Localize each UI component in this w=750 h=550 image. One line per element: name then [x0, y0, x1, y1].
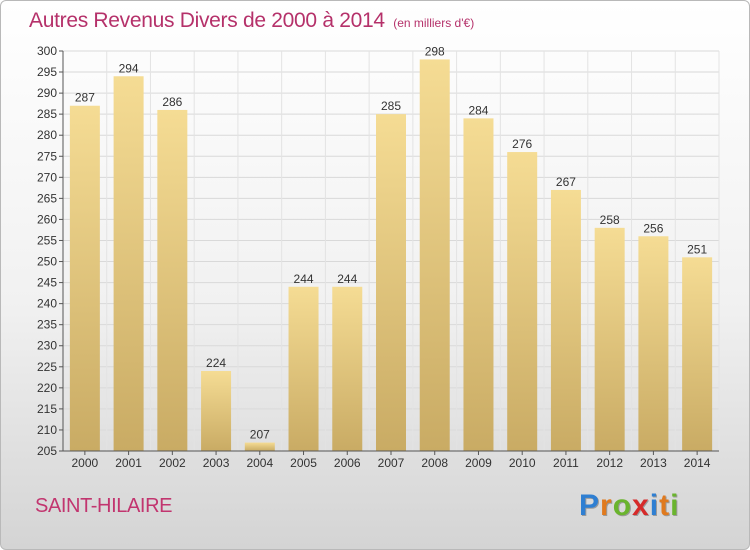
y-tick-label: 280 [37, 128, 57, 142]
x-tick-label: 2010 [509, 456, 536, 470]
y-tick-label: 215 [37, 402, 57, 416]
data-label: 224 [206, 356, 226, 370]
y-tick-label: 250 [37, 255, 57, 269]
y-tick-label: 245 [37, 276, 57, 290]
bar [69, 105, 100, 451]
x-tick-label: 2001 [115, 456, 142, 470]
data-label: 284 [468, 103, 488, 117]
bar [682, 257, 713, 451]
logo-letter: i [670, 489, 680, 522]
data-label: 276 [512, 137, 532, 151]
logo-letter: x [632, 489, 650, 522]
bar [463, 118, 494, 452]
y-tick-label: 210 [37, 423, 57, 437]
unit-note: (en milliers d'€) [393, 16, 475, 30]
x-tick-label: 2005 [290, 456, 317, 470]
y-tick-label: 295 [37, 65, 57, 79]
x-tick-label: 2002 [159, 456, 186, 470]
data-label: 244 [294, 272, 314, 286]
x-tick-label: 2004 [246, 456, 273, 470]
bar [288, 286, 319, 451]
data-label: 287 [75, 91, 95, 105]
chart-title-block: Autres Revenus Divers de 2000 à 2014 (en… [29, 9, 474, 33]
y-tick-label: 235 [37, 318, 57, 332]
logo-letter: P [579, 489, 601, 522]
y-tick-label: 225 [37, 360, 57, 374]
proxiti-logo: Proxiti [579, 489, 679, 523]
y-tick-label: 240 [37, 297, 57, 311]
x-tick-label: 2006 [334, 456, 361, 470]
logo-letter: t [659, 489, 671, 522]
bar [594, 227, 625, 451]
bars-group [69, 59, 713, 452]
bar [157, 109, 188, 452]
data-label: 251 [687, 242, 707, 256]
x-tick-label: 2009 [465, 456, 492, 470]
data-label: 286 [162, 95, 182, 109]
data-label: 294 [119, 61, 139, 75]
bar [332, 286, 363, 451]
data-label: 258 [600, 213, 620, 227]
y-tick-label: 265 [37, 191, 57, 205]
y-tick-label: 270 [37, 170, 57, 184]
x-tick-label: 2011 [553, 456, 579, 470]
logo-letter: r [600, 489, 613, 522]
bar [376, 114, 406, 451]
bar [201, 371, 232, 451]
logo-letter: o [612, 489, 633, 522]
data-label: 285 [381, 99, 401, 113]
x-tick-label: 2007 [378, 456, 405, 470]
data-label: 244 [337, 272, 357, 286]
bar [550, 189, 581, 451]
bar [244, 442, 275, 451]
y-tick-label: 300 [37, 44, 57, 58]
labels-group: 205 210 215 220 225 230 235 240 245 250 255 260 265 2… [37, 44, 711, 470]
y-tick-label: 290 [37, 86, 57, 100]
bar [638, 236, 669, 451]
data-label: 256 [643, 221, 663, 235]
y-tick-label: 220 [37, 381, 57, 395]
data-label: 207 [250, 428, 270, 442]
x-tick-label: 2012 [596, 456, 623, 470]
y-tick-label: 275 [37, 149, 57, 163]
x-tick-label: 2014 [684, 456, 711, 470]
x-tick-label: 2003 [203, 456, 230, 470]
bar [113, 76, 144, 452]
city-name: SAINT-HILAIRE [35, 495, 173, 517]
data-label: 267 [556, 175, 576, 189]
y-tick-label: 285 [37, 107, 57, 121]
y-tick-label: 255 [37, 233, 57, 247]
logo-letter: i [649, 489, 660, 522]
x-tick-label: 2000 [72, 456, 99, 470]
bar [507, 152, 538, 452]
data-label: 298 [425, 44, 445, 58]
y-tick-label: 260 [37, 212, 57, 226]
x-tick-label: 2008 [421, 456, 448, 470]
y-tick-label: 205 [37, 444, 57, 458]
chart-title: Autres Revenus Divers de 2000 à 2014 [29, 9, 385, 32]
bar [419, 59, 450, 451]
x-tick-label: 2013 [640, 456, 667, 470]
axes-group [59, 50, 719, 455]
y-tick-label: 230 [37, 339, 57, 353]
